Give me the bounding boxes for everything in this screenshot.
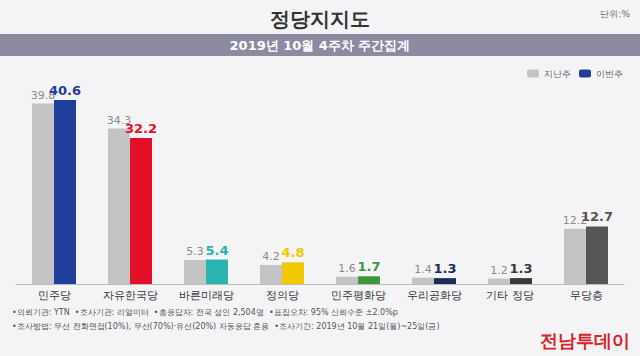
svg-text:단위:%: 단위:% — [600, 9, 630, 19]
svg-text:우리공화당: 우리공화당 — [407, 289, 462, 302]
svg-text:민주평화당: 민주평화당 — [331, 289, 386, 302]
svg-text:40.6: 40.6 — [49, 83, 81, 98]
svg-text:1.7: 1.7 — [357, 259, 380, 274]
svg-text:전남투데이: 전남투데이 — [540, 330, 630, 351]
svg-text:12.2: 12.2 — [562, 213, 588, 227]
svg-text:2019년 10월 4주차 주간집계: 2019년 10월 4주차 주간집계 — [230, 38, 411, 53]
svg-text:자유한국당: 자유한국당 — [103, 289, 158, 302]
svg-text:5.3: 5.3 — [186, 245, 204, 258]
svg-text:32.2: 32.2 — [125, 121, 157, 136]
svg-text:1.6: 1.6 — [338, 262, 356, 275]
svg-text:민주당: 민주당 — [38, 289, 71, 302]
svg-text:5.4: 5.4 — [205, 243, 228, 258]
svg-text:이번주: 이번주 — [596, 69, 623, 79]
svg-text:1.4: 1.4 — [414, 263, 432, 276]
svg-text:기타 정당: 기타 정당 — [486, 289, 534, 302]
svg-text:1.2: 1.2 — [490, 264, 508, 277]
svg-text:12.7: 12.7 — [581, 209, 613, 224]
svg-text:39.8: 39.8 — [30, 88, 56, 102]
svg-text:정당지지도: 정당지지도 — [270, 7, 370, 31]
svg-text:4.8: 4.8 — [281, 245, 304, 260]
svg-text:1.3: 1.3 — [433, 261, 456, 276]
svg-text:1.3: 1.3 — [509, 261, 532, 276]
svg-text:34.3: 34.3 — [106, 113, 132, 127]
svg-text:지난주: 지난주 — [544, 69, 571, 79]
svg-text:바른미래당: 바른미래당 — [179, 289, 234, 302]
svg-text:•의뢰기관: YTN •조사기관: 리얼미터 •총응답자: •의뢰기관: YTN •조사기관: 리얼미터 •총응답자: 전국 성인 2,50… — [12, 308, 398, 317]
svg-text:정의당: 정의당 — [266, 289, 299, 302]
svg-text:무당층: 무당층 — [570, 289, 603, 302]
svg-text:•조사방법: 무선 전화면접(10%), 무선(70%)·유: •조사방법: 무선 전화면접(10%), 무선(70%)·유선(20%) 자동응… — [12, 322, 440, 331]
svg-text:4.2: 4.2 — [262, 250, 280, 263]
